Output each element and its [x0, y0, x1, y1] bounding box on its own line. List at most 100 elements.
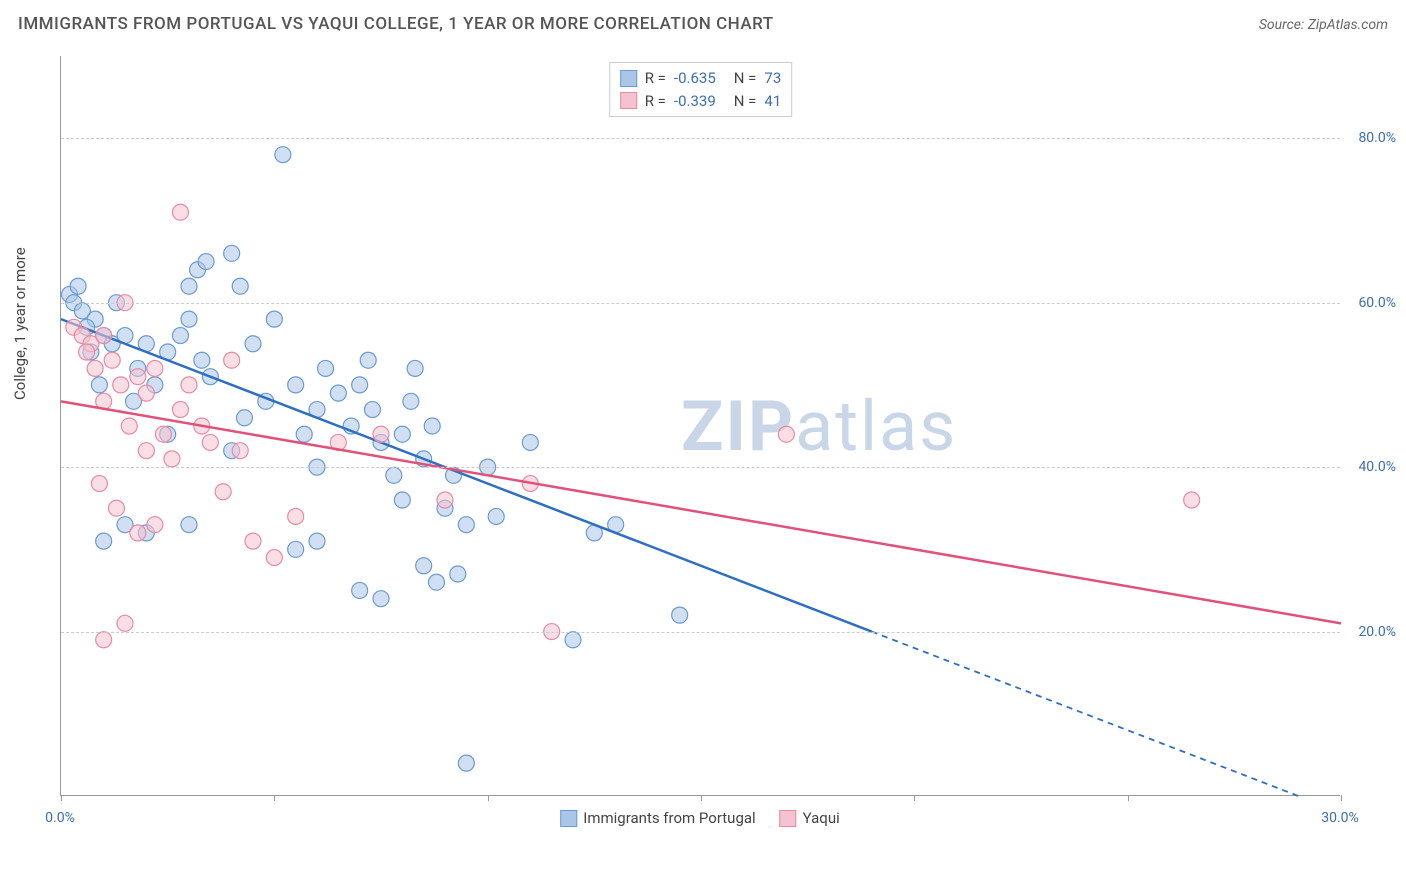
- x-tick: [61, 795, 62, 801]
- gridline: [61, 467, 1340, 468]
- r-value-0: -0.635: [674, 67, 716, 90]
- scatter-point: [778, 426, 794, 442]
- gridline: [61, 632, 1340, 633]
- scatter-point: [96, 533, 112, 549]
- x-tick: [1341, 795, 1342, 801]
- scatter-point: [288, 541, 304, 557]
- scatter-point: [236, 410, 252, 426]
- scatter-point: [330, 385, 346, 401]
- x-tick: [914, 795, 915, 801]
- scatter-point: [96, 328, 112, 344]
- scatter-point: [138, 443, 154, 459]
- scatter-point: [232, 278, 248, 294]
- scatter-point: [224, 245, 240, 261]
- scatter-point: [360, 352, 376, 368]
- y-tick-label: 40.0%: [1358, 459, 1396, 475]
- scatter-point: [522, 434, 538, 450]
- regression-line: [61, 319, 872, 631]
- legend-swatch: [780, 810, 797, 827]
- scatter-point: [275, 147, 291, 163]
- scatter-point: [172, 402, 188, 418]
- scatter-point: [266, 550, 282, 566]
- scatter-point: [416, 558, 432, 574]
- scatter-point: [450, 566, 466, 582]
- scatter-point: [181, 517, 197, 533]
- correlation-row-1: R = -0.339 N = 41: [620, 90, 782, 113]
- scatter-point: [79, 344, 95, 360]
- scatter-point: [428, 574, 444, 590]
- r-value-1: -0.339: [674, 90, 716, 113]
- scatter-point: [224, 352, 240, 368]
- scatter-point: [318, 360, 334, 376]
- plot-area: ZIPatlas R = -0.635 N = 73 R = -0.339 N …: [60, 56, 1340, 796]
- x-tick-label: 0.0%: [45, 810, 75, 826]
- scatter-point: [458, 755, 474, 771]
- legend-item: Yaqui: [780, 809, 840, 827]
- scatter-point: [394, 492, 410, 508]
- scatter-point: [130, 525, 146, 541]
- scatter-point: [155, 426, 171, 442]
- scatter-point: [91, 476, 107, 492]
- scatter-point: [488, 508, 504, 524]
- scatter-point: [181, 278, 197, 294]
- scatter-point: [386, 467, 402, 483]
- gridline: [61, 303, 1340, 304]
- legend-item: Immigrants from Portugal: [560, 809, 755, 827]
- scatter-point: [87, 360, 103, 376]
- correlation-row-0: R = -0.635 N = 73: [620, 67, 782, 90]
- chart-header: IMMIGRANTS FROM PORTUGAL VS YAQUI COLLEG…: [18, 14, 1388, 34]
- x-tick: [274, 795, 275, 801]
- scatter-point: [373, 426, 389, 442]
- scatter-point: [181, 377, 197, 393]
- series-legend: Immigrants from Portugal Yaqui: [560, 804, 840, 832]
- scatter-point: [403, 393, 419, 409]
- scatter-point: [232, 443, 248, 459]
- scatter-point: [288, 508, 304, 524]
- scatter-point: [364, 402, 380, 418]
- scatter-point: [215, 484, 231, 500]
- source-label: Source: ZipAtlas.com: [1259, 17, 1388, 33]
- gridline: [61, 138, 1340, 139]
- plot-container: ZIPatlas R = -0.635 N = 73 R = -0.339 N …: [50, 46, 1350, 826]
- n-label: N =: [734, 90, 757, 113]
- n-label: N =: [734, 67, 757, 90]
- scatter-point: [108, 500, 124, 516]
- legend-label: Yaqui: [803, 809, 840, 827]
- scatter-point: [164, 451, 180, 467]
- y-tick-label: 20.0%: [1358, 624, 1396, 640]
- scatter-point: [198, 254, 214, 270]
- x-tick: [488, 795, 489, 801]
- scatter-point: [194, 352, 210, 368]
- scatter-point: [407, 360, 423, 376]
- scatter-point: [437, 492, 453, 508]
- regression-line: [61, 401, 1341, 623]
- scatter-point: [373, 591, 389, 607]
- scatter-point: [70, 278, 86, 294]
- scatter-point: [296, 426, 312, 442]
- scatter-point: [266, 311, 282, 327]
- scatter-point: [288, 377, 304, 393]
- scatter-point: [138, 385, 154, 401]
- scatter-point: [458, 517, 474, 533]
- scatter-point: [245, 533, 261, 549]
- x-tick: [701, 795, 702, 801]
- scatter-point: [245, 336, 261, 352]
- scatter-point: [1184, 492, 1200, 508]
- scatter-point: [309, 533, 325, 549]
- scatter-point: [424, 418, 440, 434]
- scatter-point: [202, 434, 218, 450]
- legend-label: Immigrants from Portugal: [583, 809, 755, 827]
- x-tick-label: 30.0%: [1321, 810, 1359, 826]
- scatter-point: [394, 426, 410, 442]
- scatter-point: [121, 418, 137, 434]
- swatch-series-0: [620, 70, 637, 87]
- r-label: R =: [645, 90, 666, 113]
- chart-title: IMMIGRANTS FROM PORTUGAL VS YAQUI COLLEG…: [18, 14, 774, 34]
- correlation-legend: R = -0.635 N = 73 R = -0.339 N = 41: [609, 62, 793, 117]
- scatter-point: [172, 204, 188, 220]
- n-value-1: 41: [764, 90, 781, 113]
- scatter-point: [117, 615, 133, 631]
- scatter-point: [172, 328, 188, 344]
- r-label: R =: [645, 67, 666, 90]
- scatter-point: [113, 377, 129, 393]
